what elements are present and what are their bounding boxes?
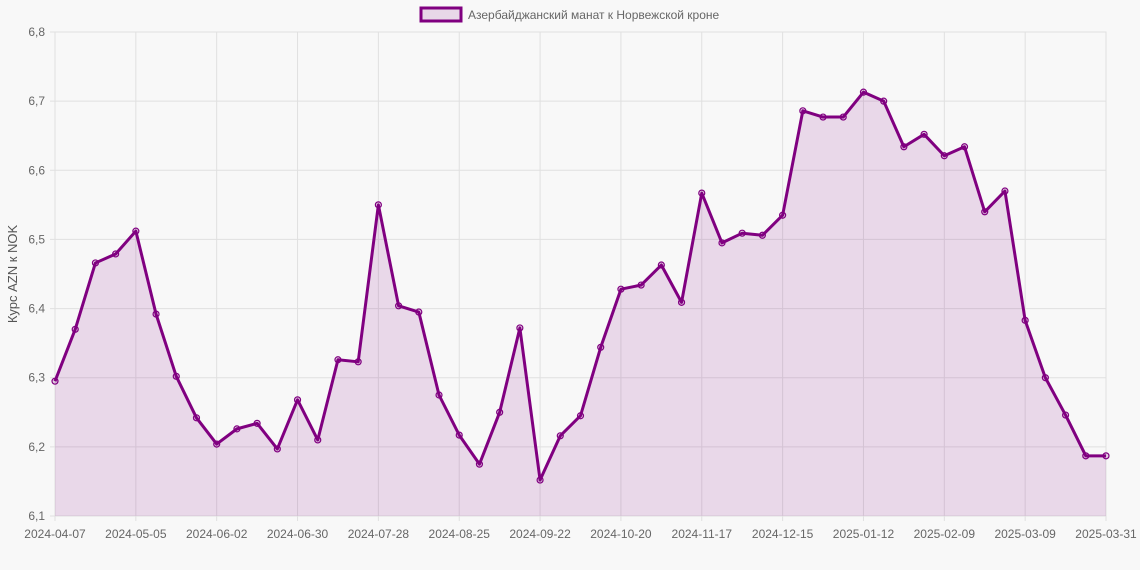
data-point xyxy=(71,325,79,333)
data-point xyxy=(920,130,928,138)
data-point xyxy=(435,391,443,399)
data-point xyxy=(192,414,201,422)
data-point xyxy=(981,208,989,216)
data-point xyxy=(779,211,787,219)
data-point xyxy=(1041,374,1049,382)
y-tick-label: 6,2 xyxy=(28,440,45,454)
data-point xyxy=(738,229,746,237)
x-tick-label: 2025-03-31 xyxy=(1075,527,1137,541)
y-tick-label: 6,1 xyxy=(28,509,45,523)
data-point xyxy=(758,231,767,239)
grid xyxy=(50,31,1107,521)
data-point xyxy=(475,460,484,468)
data-point xyxy=(293,396,302,404)
data-point xyxy=(112,250,120,258)
x-tick-label: 2024-05-05 xyxy=(105,527,167,541)
x-tick-label: 2024-08-25 xyxy=(429,527,491,541)
x-tick-label: 2024-10-20 xyxy=(590,527,652,541)
data-point xyxy=(516,324,524,332)
data-point xyxy=(455,431,463,439)
y-axis-title: Курс AZN к NOK xyxy=(5,225,20,324)
data-point xyxy=(718,239,726,247)
data-point xyxy=(354,358,362,366)
data-point xyxy=(637,281,645,289)
series-line xyxy=(53,90,1106,482)
data-point xyxy=(273,445,281,453)
x-tick-label: 2025-01-12 xyxy=(833,527,895,541)
legend-swatch[interactable] xyxy=(419,6,463,23)
data-point xyxy=(152,310,160,318)
x-tick-label: 2024-09-22 xyxy=(509,527,571,541)
data-point xyxy=(677,298,686,306)
data-point xyxy=(819,113,827,121)
data-point xyxy=(51,377,59,385)
x-tick-label: 2024-06-30 xyxy=(267,527,329,541)
x-tick-label: 2024-07-28 xyxy=(348,527,410,541)
data-point xyxy=(576,412,585,420)
data-point xyxy=(253,419,261,427)
legend-label[interactable]: Азербайджанский манат к Норвежской кроне xyxy=(468,8,720,22)
x-tick-label: 2024-11-17 xyxy=(672,527,733,541)
x-tick-label: 2024-12-15 xyxy=(752,527,814,541)
x-tick-label: 2024-06-02 xyxy=(186,527,248,541)
data-point xyxy=(617,285,625,293)
data-point xyxy=(394,302,403,310)
data-point xyxy=(556,432,564,440)
data-point xyxy=(859,88,868,96)
data-point xyxy=(172,372,180,380)
data-point xyxy=(1001,187,1009,195)
y-tick-label: 6,3 xyxy=(28,371,45,385)
data-point xyxy=(314,436,322,444)
data-point xyxy=(960,143,969,151)
data-point xyxy=(415,308,423,316)
data-point xyxy=(91,259,100,267)
data-point xyxy=(900,143,908,151)
data-point xyxy=(880,97,888,105)
data-point xyxy=(132,227,140,235)
y-tick-label: 6,7 xyxy=(28,94,45,108)
data-point xyxy=(374,201,382,209)
legend[interactable]: Азербайджанский манат к Норвежской кроне xyxy=(419,6,720,23)
data-point xyxy=(536,476,544,484)
data-point xyxy=(334,356,342,364)
x-axis-ticks: 2024-04-07 2024-05-05 2024-06-02 2024-06-30… xyxy=(24,527,1137,541)
x-tick-label: 2025-03-09 xyxy=(994,527,1056,541)
data-point xyxy=(799,107,807,115)
data-point xyxy=(1102,452,1110,460)
data-point xyxy=(597,343,605,351)
y-tick-label: 6,4 xyxy=(28,302,45,316)
data-point xyxy=(839,113,847,121)
data-point xyxy=(940,152,948,160)
y-tick-label: 6,5 xyxy=(28,232,45,246)
y-tick-label: 6,8 xyxy=(28,25,45,39)
data-points xyxy=(51,88,1110,484)
y-tick-label: 6,6 xyxy=(28,163,45,177)
data-point xyxy=(1061,411,1070,419)
data-point xyxy=(213,440,221,448)
y-axis-ticks: 6,1 6,2 6,3 6,4 6,5 6,6 6,7 6,8 xyxy=(28,25,45,523)
data-point xyxy=(698,189,706,197)
data-point xyxy=(1021,316,1029,324)
data-point xyxy=(1082,452,1090,460)
x-tick-label: 2025-02-09 xyxy=(914,527,976,541)
series-area-fill xyxy=(55,92,1106,516)
x-tick-label: 2024-04-07 xyxy=(24,527,86,541)
data-point xyxy=(496,408,504,416)
data-point xyxy=(657,261,665,269)
data-point xyxy=(233,425,241,433)
